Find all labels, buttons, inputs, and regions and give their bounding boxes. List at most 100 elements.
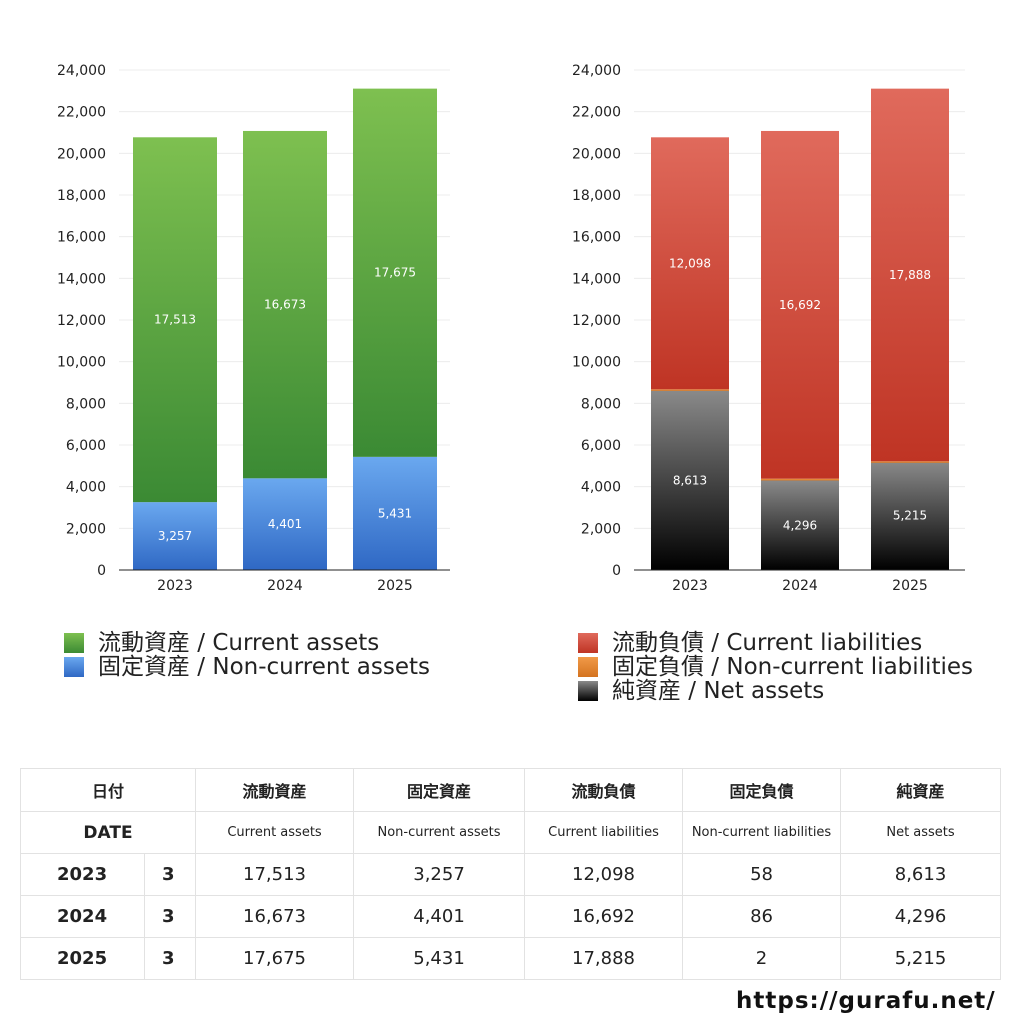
y-tick-label: 14,000 [57,271,106,287]
bar-segment [243,478,327,570]
legend-swatch-blue [64,657,84,677]
legend-liabilities: 流動負債 / Current liabilities 固定負債 / Non-cu… [578,631,973,703]
header-non-current-assets-jp: 固定資産 [353,768,526,812]
cell-value: 17,675 [195,937,355,980]
bar-value-label: 4,296 [783,518,817,532]
cell-value: 12,098 [524,853,684,896]
x-tick-label: 2023 [157,578,193,594]
bar-segment [243,130,327,479]
y-tick-label: 24,000 [572,63,621,79]
cell-value: 4,296 [840,895,1002,938]
row-year: 2023 [20,853,145,896]
cell-value: 2 [682,937,842,980]
bar-value-label: 3,257 [158,529,192,543]
bar-value-label: 8,613 [673,473,707,487]
cell-value: 3,257 [353,853,526,896]
legend-label: 純資産 / Net assets [612,678,825,704]
y-tick-label: 0 [612,563,621,579]
cell-value: 5,431 [353,937,526,980]
y-tick-label: 18,000 [572,188,621,204]
bar-segment [133,502,217,570]
header-net-assets-en: Net assets [840,811,1002,854]
x-tick-label: 2025 [377,578,413,594]
row-year: 2024 [20,895,145,938]
bar-segment [651,390,729,570]
table-header-en: DATE Current assets Non-current assets C… [19,811,1002,854]
header-net-assets-jp: 純資産 [840,768,1002,812]
y-tick-label: 24,000 [57,63,106,79]
table-header-jp: 日付 流動資産 固定資産 流動負債 固定負債 純資産 [19,768,1002,812]
y-tick-label: 2,000 [66,521,106,537]
legend-item-net-assets: 純資産 / Net assets [578,679,973,703]
legend-label: 固定資産 / Non-current assets [98,654,431,680]
bar-value-label: 16,673 [264,298,306,312]
y-tick-label: 18,000 [57,188,106,204]
header-current-assets-en: Current assets [195,811,355,854]
legend-assets: 流動資産 / Current assets 固定資産 / Non-current… [64,631,430,679]
cell-value: 58 [682,853,842,896]
y-tick-label: 2,000 [581,521,621,537]
bar-segment [353,88,437,457]
bar-value-label: 17,888 [889,268,931,282]
header-current-assets-jp: 流動資産 [195,768,355,812]
site-url: https://gurafu.net/ [736,988,996,1014]
cell-value: 16,673 [195,895,355,938]
cell-value: 16,692 [524,895,684,938]
row-year: 2025 [20,937,145,980]
cell-value: 17,513 [195,853,355,896]
bar-segment [133,137,217,503]
y-tick-label: 4,000 [581,480,621,496]
bar-value-label: 5,215 [893,509,927,523]
header-current-liabilities-jp: 流動負債 [524,768,684,812]
y-tick-label: 22,000 [57,105,106,121]
bar-segment [353,456,437,570]
cell-value: 17,888 [524,937,684,980]
header-date-jp: 日付 [19,768,197,812]
bar-segment [761,480,839,570]
x-tick-label: 2024 [782,578,818,594]
bar-segment [651,389,729,391]
y-tick-label: 16,000 [572,230,621,246]
bar-segment [761,130,839,479]
legend-item-current-liabilities: 流動負債 / Current liabilities [578,631,973,655]
bar-segment [871,461,949,463]
charts-area: 0 2,000 4,000 6,000 8,000 10,000 12,000 14,000 1… [57,63,965,594]
y-tick-label: 20,000 [572,146,621,162]
y-tick-label: 10,000 [572,355,621,371]
y-tick-label: 6,000 [581,438,621,454]
y-tick-label: 16,000 [57,230,106,246]
y-tick-label: 12,000 [57,313,106,329]
y-tick-label: 10,000 [57,355,106,371]
y-tick-label: 14,000 [572,271,621,287]
y-tick-label: 20,000 [57,146,106,162]
y-tick-label: 22,000 [572,105,621,121]
x-tick-label: 2025 [892,578,928,594]
header-current-liabilities-en: Current liabilities [524,811,684,854]
bar-value-label: 16,692 [779,298,821,312]
table-row: 2025 3 17,675 5,431 17,888 2 5,215 [20,937,1002,980]
bar-value-label: 17,513 [154,313,196,327]
legend-item-non-current-assets: 固定資産 / Non-current assets [64,655,430,679]
row-month: 3 [143,895,197,938]
bar-value-label: 17,675 [374,266,416,280]
legend-label: 流動負債 / Current liabilities [612,630,923,656]
bar-segment [871,88,949,462]
y-tick-label: 0 [97,563,106,579]
bar-segment [871,461,949,570]
header-date-en: DATE [19,811,197,854]
cell-value: 8,613 [840,853,1002,896]
table-row: 2024 3 16,673 4,401 16,692 86 4,296 [20,895,1002,938]
legend-item-non-current-liabilities: 固定負債 / Non-current liabilities [578,655,973,679]
cell-value: 86 [682,895,842,938]
bar-segment [651,137,729,390]
x-tick-label: 2023 [672,578,708,594]
legend-label: 固定負債 / Non-current liabilities [612,654,973,680]
cell-value: 4,401 [353,895,526,938]
legend-swatch-orange [578,657,598,677]
header-non-current-liabilities-jp: 固定負債 [682,768,842,812]
bar-segment [761,478,839,481]
row-month: 3 [143,937,197,980]
cell-value: 5,215 [840,937,1002,980]
legend-label: 流動資産 / Current assets [98,630,380,656]
table-row: 2023 3 17,513 3,257 12,098 58 8,613 [20,853,1002,896]
